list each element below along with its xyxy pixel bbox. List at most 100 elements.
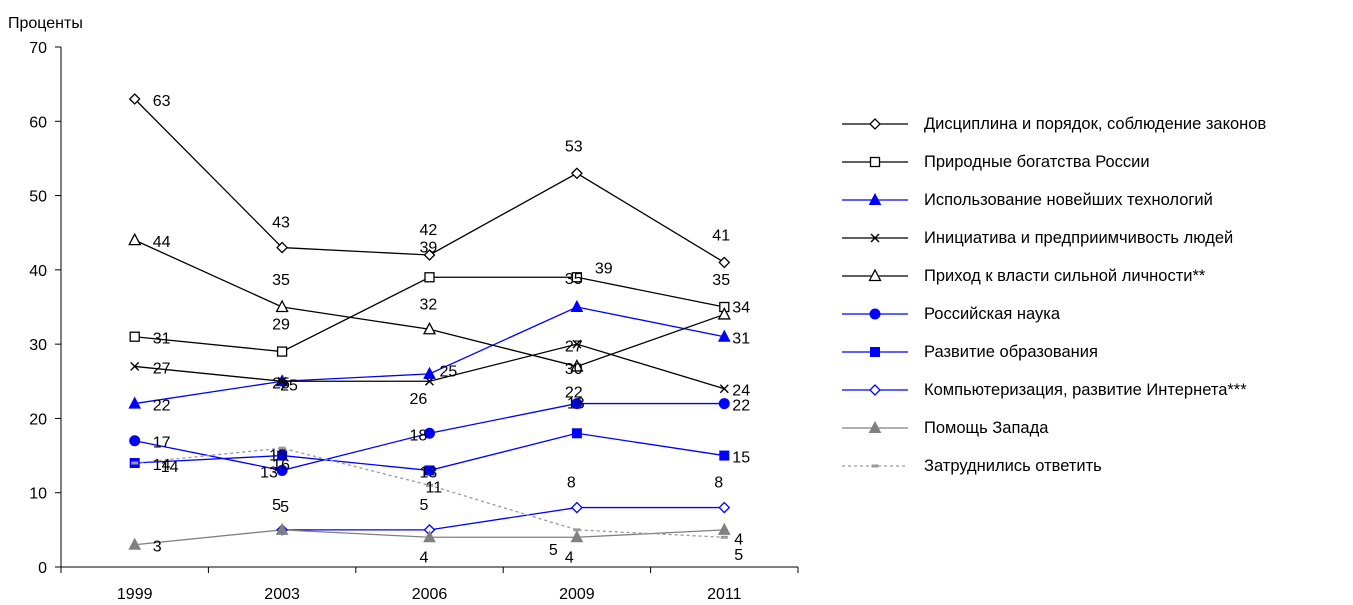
- data-label: 26: [410, 391, 428, 408]
- data-point-marker: [570, 530, 584, 543]
- legend-swatch: [842, 268, 908, 282]
- data-point-marker: [720, 535, 728, 539]
- data-label: 5: [734, 547, 743, 564]
- legend-item: Компьютеризация, развитие Интернета***: [840, 371, 1352, 409]
- data-point-marker: [423, 249, 436, 261]
- legend-marker: [868, 420, 882, 433]
- series-line-7: [282, 506, 725, 531]
- data-label: 5: [272, 497, 281, 514]
- axes: 0 10 20 30 40 50 60 70 1999 2003 2006 2009 2011: [29, 40, 799, 603]
- y-tick-label: 20: [29, 411, 47, 428]
- data-point-marker: [422, 321, 437, 335]
- data-point-marker: [718, 398, 730, 410]
- data-point-marker: [423, 366, 436, 379]
- data-label: 53: [565, 138, 583, 155]
- data-label: 35: [272, 272, 290, 289]
- data-label: 8: [714, 475, 723, 492]
- legend-swatch: [842, 156, 908, 168]
- x-tick-label: 2003: [264, 586, 300, 603]
- data-point-marker: [128, 396, 142, 409]
- data-label: 41: [712, 227, 730, 244]
- legend-item: Развитие образования: [840, 333, 1352, 371]
- legend-item: Использование новейших технологий: [840, 181, 1352, 219]
- series-markers: [128, 93, 731, 550]
- data-label: 22: [153, 398, 171, 415]
- data-point-marker: [277, 376, 287, 386]
- data-label: 25: [272, 375, 290, 392]
- series-line-1: [134, 276, 725, 353]
- legend-swatch: [842, 233, 908, 243]
- data-point-marker: [278, 446, 286, 450]
- series-line-2: [134, 306, 725, 405]
- data-point-marker: [570, 359, 584, 372]
- data-label: 22: [732, 398, 750, 415]
- legend-swatch: [842, 118, 908, 130]
- x-tick-label: 1999: [117, 586, 153, 603]
- legend-label: Природные богатства России: [924, 152, 1150, 171]
- data-point-marker: [717, 329, 731, 342]
- data-point-marker: [129, 435, 141, 447]
- data-label: 8: [567, 475, 576, 492]
- y-tick-label: 40: [29, 263, 47, 280]
- legend-label: Дисциплина и порядок, соблюдение законов: [924, 114, 1267, 133]
- x-tick-label: 2009: [559, 586, 595, 603]
- legend-marker: [870, 347, 880, 357]
- data-point-marker: [275, 299, 289, 313]
- legend-swatch: [842, 308, 908, 320]
- data-point-marker: [571, 272, 583, 283]
- data-point-marker: [276, 464, 288, 476]
- x-tick-label: 2011: [707, 586, 742, 603]
- data-label: 13: [260, 464, 278, 481]
- legend-label: Использование новейших технологий: [924, 190, 1213, 209]
- data-point-marker: [276, 346, 288, 357]
- line-chart: Проценты 0 10 20 30 40 50 60 70 1999 2003 2006 2009…: [8, 15, 799, 603]
- data-label: 5: [549, 542, 558, 559]
- data-point-marker: [131, 461, 139, 465]
- data-label: 4: [565, 549, 574, 566]
- data-point-marker: [424, 465, 435, 476]
- legend-swatch: [842, 192, 908, 205]
- data-label: 22: [565, 385, 583, 402]
- data-point-marker: [129, 331, 140, 342]
- y-tick-label: 30: [29, 337, 47, 354]
- data-label: 34: [732, 299, 750, 316]
- data-label: 14: [153, 457, 171, 474]
- legend-label: Затруднились ответить: [924, 456, 1102, 475]
- data-point-marker: [424, 427, 435, 439]
- data-label: 32: [420, 296, 438, 313]
- y-tick-label: 0: [38, 560, 47, 577]
- data-label: 27: [153, 360, 171, 377]
- data-point-marker: [571, 398, 583, 410]
- legend: Дисциплина и порядок, соблюдение законов…: [840, 105, 1352, 485]
- data-point-marker: [572, 339, 582, 349]
- data-label: 35: [565, 271, 583, 288]
- legend-item: Природные богатства России: [840, 143, 1352, 181]
- data-label: 17: [153, 435, 171, 452]
- data-point-marker: [424, 272, 435, 283]
- legend-marker: [869, 384, 881, 396]
- data-label: 5: [420, 497, 429, 514]
- data-point-marker: [570, 299, 584, 312]
- data-point-marker: [423, 530, 436, 543]
- legend-marker: [871, 464, 879, 468]
- legend-label: Инициатива и предприимчивость людей: [924, 228, 1234, 247]
- y-tick-label: 50: [29, 189, 47, 206]
- data-label: 35: [712, 272, 730, 289]
- legend-swatch: [842, 420, 908, 433]
- data-label: 13: [420, 464, 438, 481]
- data-label: 4: [734, 531, 743, 548]
- data-point-marker: [275, 522, 289, 535]
- x-tick-label: 2006: [412, 586, 448, 603]
- data-label: 43: [272, 215, 290, 232]
- data-label: 39: [420, 239, 438, 256]
- data-label: 25: [440, 363, 458, 380]
- data-label: 11: [426, 479, 443, 496]
- legend-marker: [868, 268, 882, 282]
- legend-swatch: [842, 347, 908, 357]
- legend-label: Помощь Запада: [924, 418, 1049, 437]
- legend-item: Приход к власти сильной личности**: [840, 257, 1352, 295]
- legend-label: Российская наука: [924, 304, 1061, 323]
- data-label: 18: [410, 427, 428, 444]
- data-point-marker: [130, 361, 140, 371]
- data-point-marker: [573, 528, 581, 532]
